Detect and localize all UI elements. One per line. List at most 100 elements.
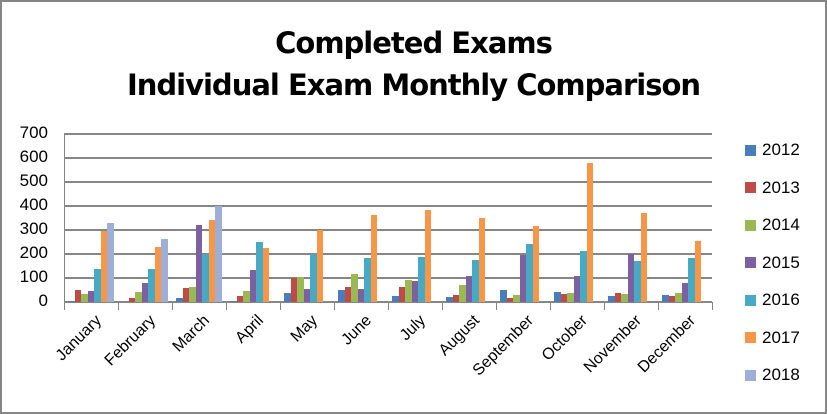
- gridline: [64, 229, 712, 231]
- bar-2012-july: [392, 296, 399, 302]
- legend-item-2016: 2016: [745, 290, 800, 310]
- bar-2016-october: [580, 250, 587, 302]
- chart-title-line1: Completed Exams: [275, 26, 553, 60]
- x-tick: [280, 302, 281, 310]
- y-tick-label: 600: [19, 147, 48, 166]
- bar-2012-january: [68, 300, 75, 302]
- legend-item-2015: 2015: [745, 253, 800, 273]
- bar-2017-june: [370, 215, 378, 302]
- bar-2012-may: [284, 293, 291, 302]
- gridline: [64, 181, 712, 183]
- x-tick: [712, 302, 713, 310]
- bar-2013-february: [128, 297, 136, 302]
- chart-title-line2: Individual Exam Monthly Comparison: [126, 68, 701, 102]
- x-tick: [388, 302, 389, 310]
- bar-2012-march: [176, 297, 183, 302]
- bar-2012-august: [446, 296, 453, 302]
- bar-2016-march: [202, 254, 209, 302]
- bar-2012-november: [608, 295, 615, 302]
- gridline: [64, 133, 712, 135]
- bar-2012-june: [338, 289, 345, 302]
- bar-2013-april: [236, 295, 244, 302]
- y-tick-label: 200: [19, 243, 48, 262]
- bar-2014-june: [351, 273, 358, 302]
- bar-2017-august: [478, 218, 486, 302]
- bar-2016-may: [310, 254, 317, 302]
- bar-2016-november: [634, 260, 641, 302]
- bar-2014-march: [189, 287, 196, 302]
- legend-label: 2018: [762, 365, 800, 384]
- bar-2013-july: [398, 287, 406, 302]
- y-tick-label: 100: [19, 267, 48, 286]
- bar-2018-march: [215, 206, 222, 302]
- bar-2013-may: [290, 278, 298, 302]
- bar-2014-july: [405, 279, 412, 302]
- bar-2016-february: [148, 268, 155, 302]
- x-tick: [172, 302, 173, 310]
- legend-label: 2014: [762, 215, 800, 234]
- bar-2015-december: [681, 282, 689, 302]
- legend-item-2013: 2013: [745, 178, 800, 198]
- bar-2017-february: [154, 246, 162, 302]
- bar-2017-november: [640, 212, 648, 302]
- legend-label: 2013: [762, 177, 800, 197]
- bar-2014-october: [567, 293, 574, 302]
- bar-2013-january: [74, 290, 82, 302]
- y-tick-label: 400: [19, 195, 48, 214]
- legend-item-2014: 2014: [745, 215, 800, 235]
- legend-label: 2012: [762, 140, 800, 159]
- gridline: [64, 205, 712, 207]
- bar-2017-may: [316, 230, 324, 302]
- bar-2016-june: [364, 258, 371, 302]
- bar-2013-september: [506, 297, 514, 302]
- legend-swatch-icon: [745, 182, 756, 193]
- legend-swatch-icon: [745, 369, 756, 381]
- legend-swatch-icon: [745, 257, 756, 268]
- bar-2015-may: [303, 289, 311, 302]
- bar-2012-april: [230, 300, 237, 302]
- bar-2012-december: [662, 294, 669, 302]
- bar-2013-december: [668, 295, 676, 302]
- bar-2014-august: [459, 284, 466, 302]
- chart-title: Completed Exams Individual Exam Monthly …: [0, 22, 827, 106]
- bar-2013-november: [614, 293, 622, 302]
- bar-2014-january: [81, 294, 88, 302]
- legend-label: 2016: [762, 290, 800, 309]
- bar-2016-december: [688, 257, 695, 302]
- bar-2016-april: [256, 242, 263, 302]
- bar-2013-march: [182, 288, 190, 302]
- bar-2013-august: [452, 295, 460, 302]
- bar-2015-march: [195, 224, 203, 302]
- legend-item-2012: 2012: [745, 140, 800, 160]
- bar-2018-january: [107, 222, 114, 302]
- bar-2014-february: [135, 291, 142, 302]
- bar-2016-august: [472, 260, 479, 302]
- bar-2015-november: [627, 254, 635, 302]
- bar-2015-june: [357, 289, 365, 302]
- plot-area: [64, 134, 712, 302]
- legend-swatch-icon: [745, 144, 756, 156]
- y-axis-line: [64, 134, 65, 304]
- bar-2016-january: [94, 268, 101, 302]
- bar-2012-october: [554, 291, 561, 302]
- x-tick: [334, 302, 335, 310]
- bar-2017-september: [532, 225, 540, 302]
- y-tick-label: 700: [19, 123, 48, 142]
- bar-2014-may: [297, 277, 304, 302]
- x-tick: [658, 302, 659, 310]
- x-tick: [550, 302, 551, 310]
- bar-2013-june: [344, 287, 352, 302]
- bar-2017-july: [424, 210, 432, 302]
- bar-2014-april: [243, 291, 250, 302]
- x-tick: [442, 302, 443, 310]
- gridline: [64, 277, 712, 279]
- legend-item-2018: 2018: [745, 365, 800, 385]
- bar-2013-october: [560, 294, 568, 302]
- bar-2015-july: [411, 280, 419, 302]
- bar-2017-october: [586, 162, 594, 302]
- legend-item-2017: 2017: [745, 328, 800, 348]
- legend-swatch-icon: [745, 294, 756, 306]
- bar-2016-september: [526, 243, 533, 302]
- bar-2014-december: [675, 293, 682, 302]
